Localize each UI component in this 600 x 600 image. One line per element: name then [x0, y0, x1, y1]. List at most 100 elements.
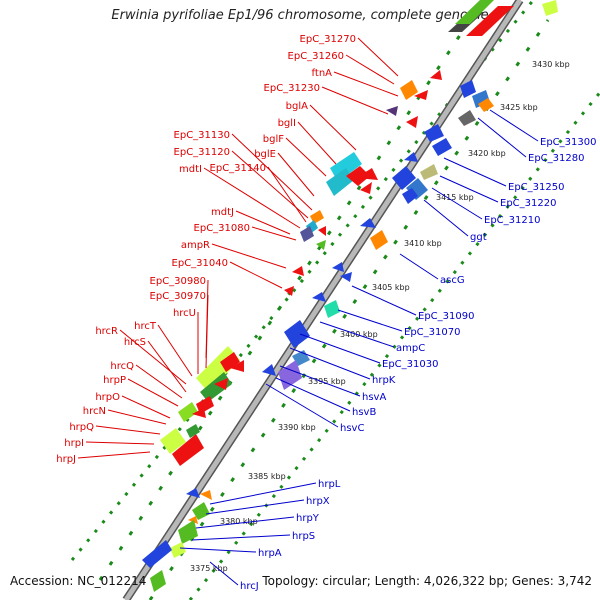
- left-leader-line: [357, 37, 399, 77]
- left-leader-line: [321, 86, 389, 115]
- inner-dotted-track-a: [98, 19, 472, 581]
- tick-label: 3380 kbp: [220, 517, 258, 526]
- right-leader-line: [443, 157, 507, 187]
- right-leader-line: [439, 175, 499, 203]
- left-leader-line: [333, 71, 399, 97]
- left-leader-line: [267, 166, 307, 223]
- right-gene-label: ggt: [470, 232, 487, 243]
- left-gene-label: hrcQ: [110, 361, 134, 372]
- left-leader-line: [297, 121, 337, 165]
- right-gene-label: EpC_31030: [382, 359, 438, 370]
- left-leader-line: [277, 152, 315, 197]
- right-gene-label: hrpY: [296, 513, 320, 524]
- right-gene-labels: EpC_31300 EpC_31280 EpC_31250 EpC_31220 EpC_…: [179, 109, 596, 592]
- tick-label: 3400 kbp: [340, 330, 378, 339]
- left-gene-label: EpC_31140: [210, 163, 266, 174]
- right-leader-line: [489, 109, 539, 142]
- right-gene-label: hsvA: [362, 392, 386, 403]
- accession-text: Accession: NC_012214: [10, 574, 147, 588]
- right-leader-line: [275, 377, 351, 412]
- tick-label: 3375 kbp: [190, 564, 228, 573]
- left-leader-line: [205, 294, 209, 369]
- left-gene-label: hrpO: [95, 392, 120, 403]
- left-leader-line: [107, 409, 167, 425]
- left-leader-line: [309, 104, 357, 151]
- left-leader-line: [285, 137, 327, 177]
- right-leader-line: [477, 117, 527, 158]
- left-leader-line: [157, 324, 193, 377]
- left-gene-label: EpC_31130: [174, 130, 230, 141]
- left-gene-label: hrcN: [83, 406, 106, 417]
- left-leader-line: [135, 364, 183, 399]
- left-leader-line: [235, 210, 291, 235]
- left-leader-line: [127, 378, 179, 407]
- right-leader-line: [431, 187, 483, 220]
- left-gene-label: hrpP: [103, 375, 126, 386]
- right-leader-line: [279, 365, 361, 397]
- right-gene-label: EpC_31070: [404, 327, 460, 338]
- left-gene-label: hrpI: [64, 438, 84, 449]
- left-gene-label: bglI: [278, 118, 296, 129]
- right-leader-line: [205, 499, 305, 515]
- right-gene-label: hsvB: [352, 407, 376, 418]
- right-leader-line: [351, 285, 417, 316]
- left-gene-label: EpC_31080: [194, 223, 250, 234]
- right-gene-label: hrpL: [318, 479, 341, 490]
- left-gene-label: bglE: [254, 149, 276, 160]
- map-title: Erwinia pyrifoliae Ep1/96 chromosome, co…: [111, 8, 489, 23]
- right-gene-label: EpC_31090: [418, 311, 474, 322]
- right-gene-label: EpC_31250: [508, 182, 564, 193]
- left-leader-line: [251, 226, 297, 241]
- right-leader-line: [337, 309, 403, 332]
- tick-label: 3385 kbp: [248, 472, 286, 481]
- right-leader-line: [289, 347, 371, 380]
- right-feature-blocks: [142, 0, 558, 592]
- left-leader-line: [121, 395, 171, 419]
- tick-label: 3410 kbp: [404, 239, 442, 248]
- right-gene-label: EpC_31210: [484, 215, 540, 226]
- tick-label: 3395 kbp: [308, 377, 346, 386]
- left-gene-label: hrpJ: [56, 454, 76, 465]
- right-gene-label: EpC_31300: [540, 137, 596, 148]
- left-gene-label: ftnA: [312, 68, 333, 79]
- left-gene-labels: EpC_31270 EpC_31260 ftnA EpC_31230 bglA bglI b…: [56, 34, 399, 465]
- left-gene-label: EpC_31270: [300, 34, 356, 45]
- right-leader-line: [423, 199, 469, 237]
- left-gene-label: hrcU: [173, 308, 196, 319]
- right-gene-label: ampC: [396, 343, 425, 354]
- left-gene-label: EpC_31040: [172, 258, 228, 269]
- left-feature-blocks: [160, 0, 514, 466]
- left-gene-label: EpC_31120: [174, 147, 230, 158]
- left-gene-label: hrcR: [95, 326, 118, 337]
- tick-labels: 3430 kbp 3425 kbp 3420 kbp 3415 kbp 3410 kbp…: [190, 60, 570, 573]
- right-gene-label: hrpX: [306, 496, 330, 507]
- left-gene-label: hrcS: [124, 337, 146, 348]
- tick-label: 3405 kbp: [372, 283, 410, 292]
- tick-label: 3390 kbp: [278, 423, 316, 432]
- left-leader-line: [119, 329, 187, 385]
- left-leader-line: [85, 441, 155, 445]
- left-gene-label: mdtI: [179, 164, 202, 175]
- right-gene-label: hrpS: [292, 531, 315, 542]
- right-leader-line: [179, 547, 257, 553]
- right-gene-label: hrpA: [258, 548, 282, 559]
- left-leader-line: [203, 167, 301, 229]
- right-leader-line: [209, 561, 239, 586]
- left-gene-label: EpC_31230: [264, 83, 320, 94]
- left-gene-label: hrpQ: [69, 422, 94, 433]
- left-leader-line: [77, 451, 151, 459]
- right-leader-line: [399, 253, 439, 280]
- left-gene-label: EpC_31260: [288, 51, 344, 62]
- left-leader-line: [345, 54, 395, 85]
- right-leader-line: [195, 516, 295, 529]
- right-gene-label: hrpK: [372, 375, 396, 386]
- left-leader-line: [95, 425, 161, 435]
- right-gene-label: EpC_31280: [528, 153, 584, 164]
- right-leader-line: [319, 321, 395, 348]
- left-gene-label: EpC_30980: [150, 276, 206, 287]
- right-gene-label: hrcJ: [240, 581, 259, 592]
- tick-label: 3415 kbp: [436, 193, 474, 202]
- left-gene-label: ampR: [181, 240, 210, 251]
- left-leader-line: [211, 243, 287, 269]
